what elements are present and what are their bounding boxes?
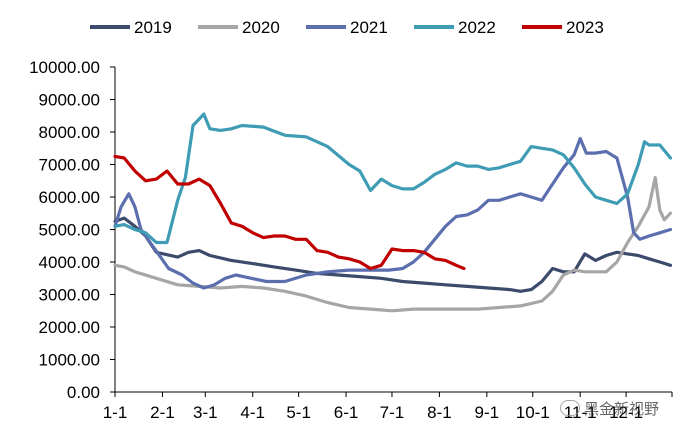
- legend-label-2019: 2019: [134, 18, 172, 37]
- y-tick-label: 9000.00: [39, 91, 100, 110]
- x-tick-label: 9-1: [475, 403, 500, 422]
- x-tick-label: 10-1: [516, 403, 550, 422]
- y-tick-label: 2000.00: [39, 318, 100, 337]
- x-tick-label: 3-1: [193, 403, 218, 422]
- series-line-2020: [113, 175, 673, 313]
- y-tick-label: 8000.00: [39, 123, 100, 142]
- y-tick-label: 5000.00: [39, 221, 100, 240]
- legend-label-2021: 2021: [350, 18, 388, 37]
- y-tick-label: 4000.00: [39, 253, 100, 272]
- x-tick-label: 1-1: [103, 403, 128, 422]
- series-line-2022: [113, 112, 673, 245]
- legend-label-2020: 2020: [242, 18, 280, 37]
- x-tick-label: 2-1: [150, 403, 175, 422]
- y-tick-label: 7000.00: [39, 156, 100, 175]
- y-tick-label: 10000.00: [29, 58, 100, 77]
- series-line-2019: [113, 216, 673, 293]
- y-tick-label: 3000.00: [39, 286, 100, 305]
- x-tick-label: 12-1: [609, 403, 643, 422]
- y-tick-label: 1000.00: [39, 351, 100, 370]
- series-line-2023: [113, 154, 466, 271]
- x-tick-label: 5-1: [286, 403, 311, 422]
- x-tick-label: 8-1: [427, 403, 452, 422]
- legend-label-2023: 2023: [566, 18, 604, 37]
- x-tick-label: 4-1: [240, 403, 265, 422]
- x-tick-label: 7-1: [380, 403, 405, 422]
- series-line-2021: [113, 136, 673, 290]
- y-tick-label: 6000.00: [39, 188, 100, 207]
- wechat-icon: [560, 400, 580, 416]
- x-axis-labels: 1-1 2-1 3-1 4-1 5-1 6-1 7-1 8-1 9-1 10-1 11-1 12-1: [103, 403, 643, 422]
- watermark-text: 黑金新视野: [584, 399, 660, 418]
- legend: 2019 2020 2021 2022 2023: [90, 18, 604, 37]
- watermark: 黑金新视野: [560, 396, 690, 420]
- y-axis-labels: 0.00 1000.00 2000.00 3000.00 4000.00 5000.00 6…: [29, 58, 100, 402]
- axes: [110, 66, 673, 397]
- series-lines: [113, 112, 673, 313]
- legend-label-2022: 2022: [458, 18, 496, 37]
- x-tick-label: 6-1: [334, 403, 359, 422]
- y-tick-label: 0.00: [67, 383, 100, 402]
